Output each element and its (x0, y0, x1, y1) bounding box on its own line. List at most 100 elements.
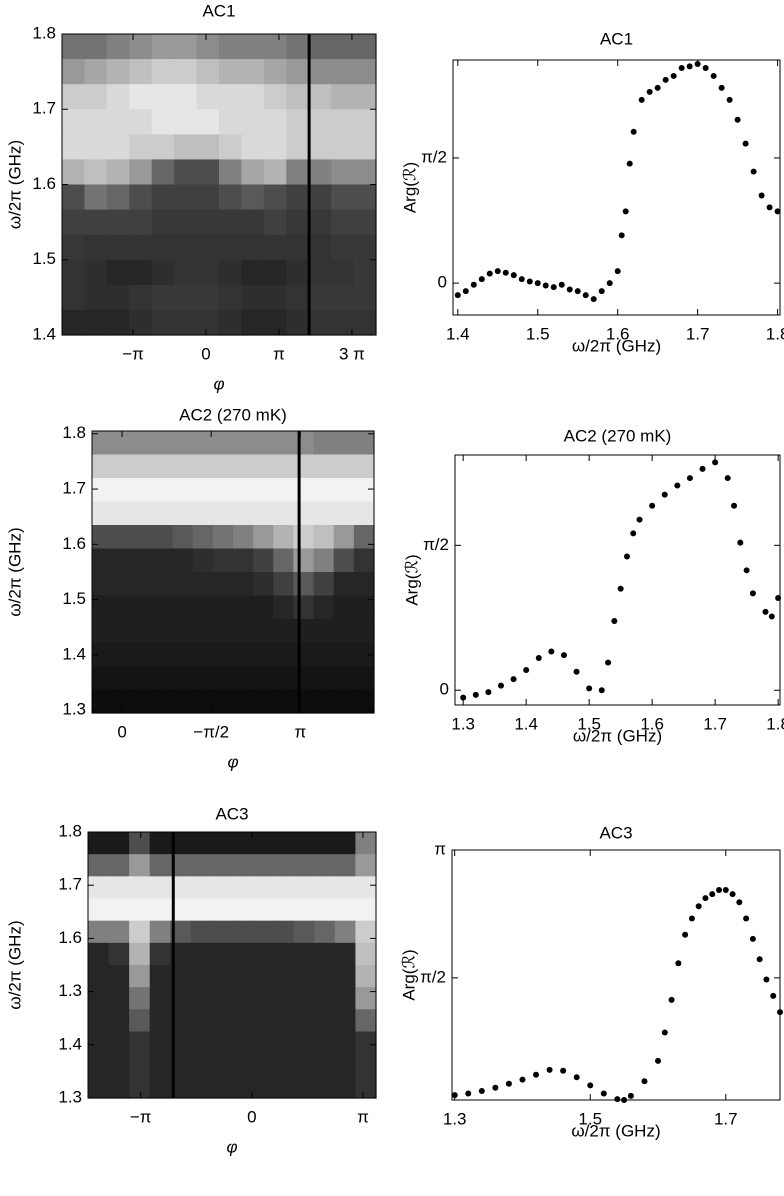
heatmap-cell (334, 876, 357, 900)
heatmap-cell (353, 642, 375, 667)
heatmap-cell (286, 259, 310, 286)
heatmap-cell (196, 284, 220, 311)
data-point (718, 84, 725, 91)
heatmap-cell (149, 942, 171, 966)
heatmap-cell (314, 1053, 336, 1077)
heatmap-cell (273, 548, 295, 573)
heatmap-cell (196, 209, 220, 236)
x-tick-label: −π (130, 1107, 152, 1126)
heatmap-cell (253, 548, 274, 573)
heatmap-cell (92, 642, 113, 667)
heatmap-cell (331, 59, 355, 85)
heatmap-cell (112, 572, 133, 597)
heatmap-cell (132, 454, 154, 479)
data-point (611, 618, 618, 625)
heatmap-cell (241, 259, 265, 286)
heatmap-cell (112, 431, 133, 456)
y-tick-label: 1.5 (32, 249, 56, 268)
heatmap-cell (241, 109, 265, 135)
heatmap-cell (170, 965, 192, 988)
y-tick-label: π/2 (420, 967, 446, 986)
heatmap-cell (263, 284, 287, 311)
heatmap-cell (355, 1031, 377, 1055)
heatmap-cell (293, 478, 315, 503)
heatmap-cell (129, 1031, 151, 1055)
heatmap-cell (129, 920, 151, 944)
heatmap-cell (293, 942, 315, 966)
heatmap-cell (219, 259, 243, 286)
heatmap-cell (151, 109, 175, 135)
data-point (548, 648, 555, 655)
heatmap-cell (152, 595, 174, 620)
heatmap-cell (151, 259, 175, 286)
data-point (762, 608, 769, 615)
heatmap-cell (253, 619, 274, 644)
heatmap-cell (252, 1053, 274, 1077)
heatmap-cell (106, 184, 130, 211)
heatmap-cell (353, 134, 377, 161)
heatmap-cell (233, 572, 254, 597)
heatmap-cell (129, 1075, 151, 1099)
heatmap-cell (112, 619, 133, 644)
heatmap-cell (149, 1075, 171, 1099)
heatmap-cell (273, 595, 295, 620)
heatmap-cell (92, 572, 113, 597)
heatmap-cell (149, 1009, 171, 1033)
heatmap-cell (92, 454, 113, 479)
heatmap-cell (62, 209, 86, 236)
y-tick-label: 1.3 (58, 1087, 82, 1106)
y-axis-label: Arg(ℛ) (399, 949, 418, 1000)
heatmap-cell (355, 876, 377, 900)
data-point (774, 208, 781, 215)
heatmap-cell (88, 987, 110, 1010)
heatmap-cell (313, 501, 335, 526)
heatmap-cell (92, 666, 113, 691)
heatmap-cell (232, 898, 254, 922)
heatmap-cell (172, 501, 194, 526)
heatmap-cell (263, 84, 287, 110)
heatmap-cell (353, 84, 377, 110)
heatmap-cell (286, 34, 310, 60)
data-point (702, 64, 709, 71)
heatmap-cell (152, 478, 174, 503)
heatmap-cells (92, 431, 375, 714)
heatmap-cell (273, 1075, 295, 1099)
data-point (558, 281, 565, 288)
heatmap-cell (252, 876, 274, 900)
heatmap-cell (62, 234, 86, 261)
data-point (770, 992, 777, 999)
heatmap-cell (196, 59, 220, 85)
heatmap-cell (233, 666, 254, 691)
heatmap-cell (106, 234, 130, 261)
heatmap-cell (211, 876, 233, 900)
heatmap-cell (333, 572, 355, 597)
heatmap-cell (172, 595, 194, 620)
x-axis-label: ω/2π (GHz) (571, 1121, 660, 1140)
heatmap-cell (84, 109, 108, 135)
x-tick-label: 1.8 (766, 714, 784, 733)
data-point (630, 530, 637, 537)
heatmap-cell (211, 965, 233, 988)
data-point (766, 204, 773, 211)
heatmap-cell (212, 501, 234, 526)
x-axis-label: ω/2π (GHz) (573, 726, 662, 745)
heatmap-cell (293, 501, 315, 526)
heatmap-cell (88, 898, 110, 922)
heatmap-cell (293, 1031, 315, 1055)
chart-title: AC1 (600, 29, 633, 48)
data-point (505, 1080, 512, 1087)
heatmap-cell (293, 832, 315, 855)
heatmap-cell (196, 234, 220, 261)
heatmap-cell (353, 431, 375, 456)
heatmap-cell (112, 666, 133, 691)
x-tick-label: 1.3 (451, 714, 475, 733)
data-point (626, 160, 633, 167)
heatmap-cell (129, 309, 153, 336)
heatmap-cell (106, 134, 130, 161)
heatmap-cell (172, 525, 194, 550)
heatmap-cell (252, 1075, 274, 1099)
data-point (661, 1029, 668, 1036)
heatmap-cell (334, 987, 357, 1010)
data-point (726, 96, 733, 103)
